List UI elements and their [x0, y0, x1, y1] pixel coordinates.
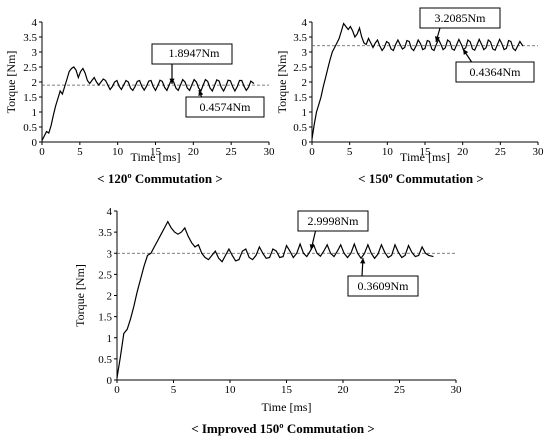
torque-series-line — [116, 220, 434, 378]
y-tick-label: 2.5 — [98, 269, 112, 281]
x-tick-label: 5 — [347, 146, 353, 158]
x-tick-label: 10 — [225, 384, 237, 396]
x-tick-label: 20 — [338, 384, 350, 396]
chart-title: < Improved 150º Commutation > — [191, 421, 375, 436]
y-tick-label: 0 — [32, 137, 38, 149]
x-axis-label: Time [ms] — [400, 150, 450, 164]
plot-improved-150-commutation: 0 5 10 15 20 25 30 0 0.5 1 1.5 2 2.5 3 3.5 4 Time [ms] To… — [73, 206, 462, 436]
y-axis-label: Torque [Nm] — [4, 51, 18, 114]
annotation-label: 0.3609Nm — [358, 279, 410, 293]
annotation-box — [347, 275, 419, 297]
x-tick-label: 10 — [112, 146, 124, 158]
y-tick-label: 3.5 — [293, 32, 307, 44]
y-tick-label: 3 — [107, 248, 113, 260]
y-axis-label: Torque [Nm] — [73, 264, 87, 327]
y-tick-label: 3 — [32, 47, 38, 59]
x-tick-label: 10 — [382, 146, 394, 158]
y-tick-label: 0 — [302, 137, 308, 149]
x-tick-label: 20 — [457, 146, 469, 158]
y-axis-label: Torque [Nm] — [275, 51, 289, 114]
arrow-head-icon — [360, 258, 366, 264]
x-tick-label: 0 — [309, 146, 315, 158]
annotation-box — [455, 61, 535, 83]
annotation-box — [419, 7, 501, 29]
x-tick-label: 5 — [171, 384, 177, 396]
arrow-head-icon — [169, 78, 175, 84]
annotation-label: 0.4574Nm — [200, 100, 252, 114]
y-tick-label: 4 — [32, 17, 38, 29]
x-tick-label: 25 — [495, 146, 507, 158]
y-tick-label: 1 — [107, 333, 113, 345]
annotation-box — [297, 210, 369, 232]
annotation-label: 1.8947Nm — [169, 46, 221, 60]
x-tick-label: 5 — [77, 146, 83, 158]
x-tick-label: 15 — [420, 146, 432, 158]
torque-series-line — [41, 66, 255, 141]
y-tick-label: 2 — [32, 77, 38, 89]
y-tick-label: 4 — [107, 206, 113, 218]
x-tick-label: 30 — [264, 146, 276, 158]
annotation-box — [151, 43, 233, 65]
y-tick-label: 3.5 — [98, 227, 112, 239]
y-tick-label: 1 — [32, 107, 38, 119]
y-tick-label: 4 — [302, 17, 308, 29]
y-tick-label: 0.5 — [293, 122, 307, 134]
y-tick-label: 2.5 — [23, 62, 37, 74]
annotation-label: 2.9998Nm — [308, 214, 360, 228]
x-axis-label: Time [ms] — [262, 400, 312, 414]
arrow-head-icon — [198, 90, 204, 96]
x-tick-label: 25 — [226, 146, 238, 158]
arrow-head-icon — [309, 244, 315, 250]
y-tick-label: 2.5 — [293, 62, 307, 74]
y-tick-label: 3.5 — [23, 32, 37, 44]
x-tick-label: 25 — [394, 384, 406, 396]
chart-title: < 120º Commutation > — [97, 171, 223, 186]
x-tick-label: 0 — [114, 384, 120, 396]
y-tick-label: 0.5 — [23, 122, 37, 134]
annotation-label: 0.4364Nm — [470, 65, 522, 79]
x-tick-label: 15 — [281, 384, 293, 396]
chart-title: < 150º Commutation > — [358, 171, 484, 186]
x-tick-label: 20 — [188, 146, 200, 158]
arrow-head-icon — [435, 36, 440, 42]
x-axis-label: Time [ms] — [131, 150, 181, 164]
y-tick-label: 0 — [107, 375, 113, 387]
y-tick-label: 1.5 — [293, 92, 307, 104]
y-tick-label: 3 — [302, 47, 308, 59]
y-tick-label: 2 — [302, 77, 308, 89]
x-tick-label: 30 — [533, 146, 545, 158]
y-tick-label: 1.5 — [98, 312, 112, 324]
x-tick-label: 0 — [39, 146, 45, 158]
y-tick-label: 1.5 — [23, 92, 37, 104]
x-tick-label: 15 — [150, 146, 162, 158]
torque-series-line — [311, 22, 524, 140]
annotation-label: 3.2085Nm — [435, 11, 487, 25]
annotation-box — [185, 96, 265, 118]
y-tick-label: 2 — [107, 291, 113, 303]
arrow-head-icon — [463, 49, 469, 55]
y-tick-label: 1 — [302, 107, 308, 119]
y-tick-label: 0.5 — [98, 354, 112, 366]
x-tick-label: 30 — [451, 384, 463, 396]
